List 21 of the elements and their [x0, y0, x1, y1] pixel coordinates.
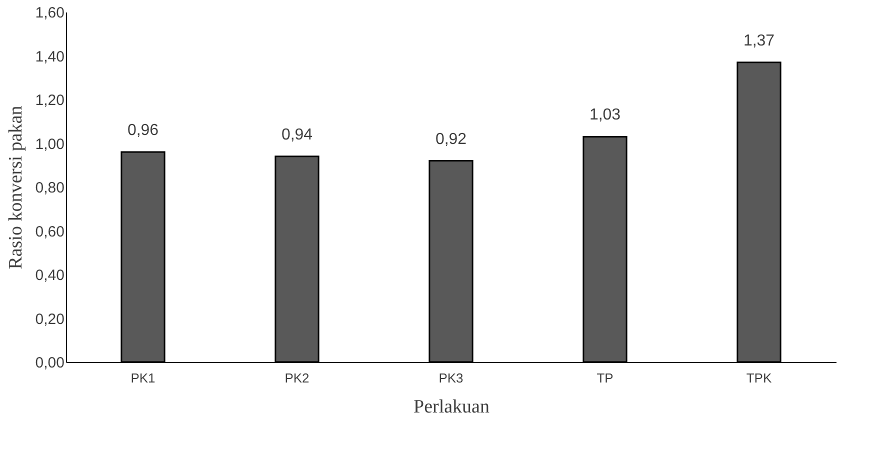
- x-tick-label: PK2: [284, 370, 310, 386]
- y-tick-label: 0,00: [35, 354, 64, 372]
- y-tick-label: 1,40: [35, 48, 64, 66]
- y-tick-label: 0,80: [35, 180, 64, 196]
- data-label: 0,96: [127, 122, 159, 139]
- x-tick-label: TPK: [746, 370, 772, 386]
- x-axis-title: Perlakuan: [414, 396, 490, 418]
- x-tick-label: PK1: [130, 370, 156, 386]
- y-tick-label: 1,60: [35, 4, 64, 22]
- data-label: 1,03: [589, 106, 621, 124]
- y-tick-label: 1,20: [35, 92, 64, 109]
- data-label: 0,94: [281, 126, 313, 144]
- data-label: 1,37: [743, 32, 775, 50]
- y-tick-label: 0,60: [35, 223, 64, 240]
- data-label: 0,92: [435, 130, 467, 148]
- y-tick-label: 0,40: [35, 267, 64, 284]
- y-tick-label: 1,00: [35, 136, 64, 153]
- y-axis-title: Rasio konversi pakan: [5, 105, 26, 270]
- x-tick-label: PK3: [438, 370, 464, 386]
- x-tick-label: TP: [596, 370, 614, 386]
- y-tick-label: 0,20: [35, 310, 64, 328]
